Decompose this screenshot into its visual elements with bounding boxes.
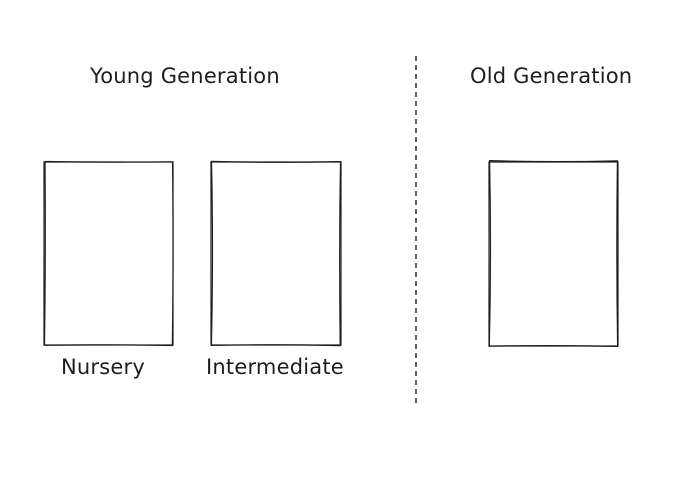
young-generation-heading: Young Generation [90, 64, 280, 88]
nursery-box [43, 160, 174, 347]
old-generation-box [488, 160, 619, 348]
intermediate-box [210, 160, 342, 347]
old-generation-heading: Old Generation [470, 64, 633, 88]
nursery-label: Nursery [61, 355, 145, 379]
intermediate-label: Intermediate [206, 355, 344, 379]
